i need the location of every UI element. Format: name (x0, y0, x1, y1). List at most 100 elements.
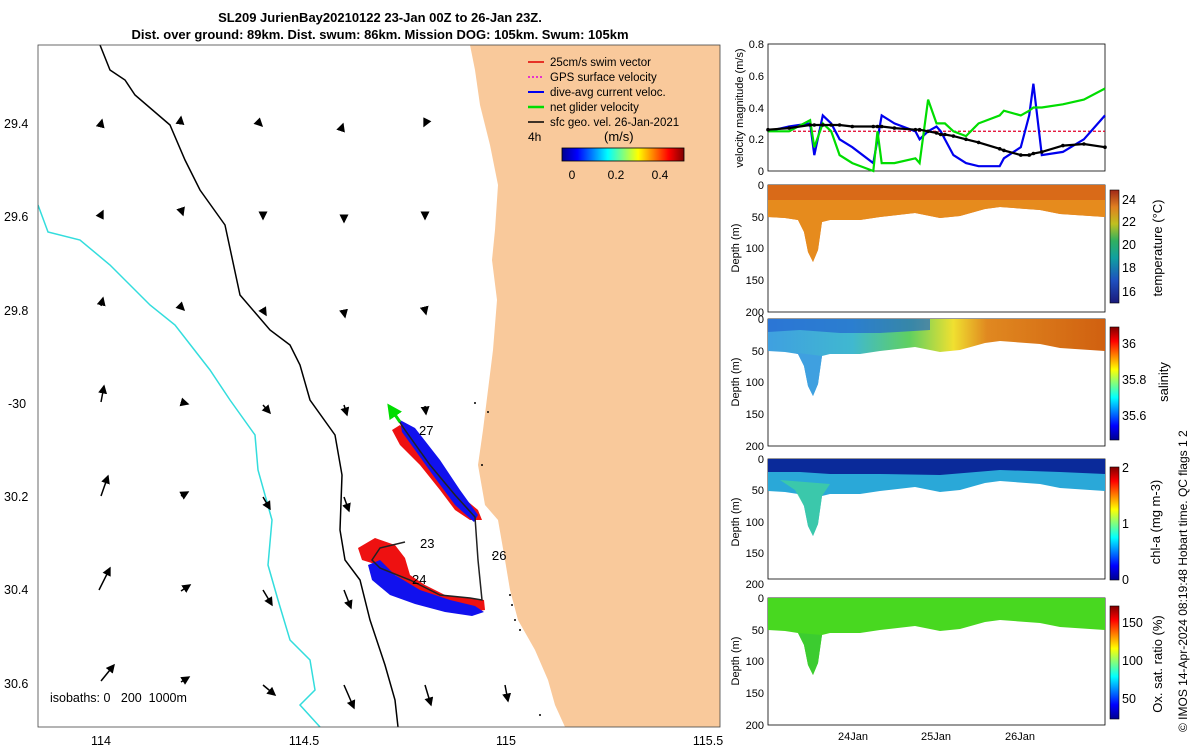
temp-ctick-18: 18 (1122, 261, 1136, 275)
ox-ylabel: Depth (m) (730, 637, 742, 686)
imos-credit-line: © IMOS 14-Apr-2024 08:19:48 Hobart time.… (1176, 430, 1190, 732)
oxygen-colorbar (1109, 605, 1120, 720)
xtick-25jan: 25Jan (921, 731, 951, 743)
dive-avg-current-field (400, 420, 478, 522)
vel-ytick-0: 0 (758, 166, 764, 178)
sfc-geo-velocity-point (926, 129, 930, 134)
ox-ctick-50: 50 (1122, 692, 1136, 706)
chl-ytick-0: 0 (758, 454, 764, 466)
vel-ytick-0.8: 0.8 (749, 39, 764, 51)
sfc-geo-velocity-point (837, 123, 842, 127)
colorbar-tick-0: 0 (569, 168, 576, 182)
salinity-colorbar (1109, 326, 1120, 441)
legend-net-glider-velocity: net glider velocity (550, 102, 639, 114)
ox-ytick-200: 200 (746, 720, 764, 732)
sfc-geo-velocity-point (875, 124, 880, 129)
vel-ytick-0.6: 0.6 (749, 71, 764, 83)
ox-ytick-0: 0 (758, 593, 764, 605)
sfc-geo-velocity-point (1103, 145, 1107, 149)
chl-ytick-200: 200 (746, 579, 764, 591)
sfc-geo-velocity-point (964, 137, 968, 142)
lat-tick-30.4: 30.4 (4, 583, 28, 597)
sfc-geo-velocity-point (850, 124, 855, 129)
oxygen-section-panel: 150 100 50 Ox. sat. ratio (%) 0 50 100 1… (730, 593, 1165, 743)
colorbar-tick-0.2: 0.2 (608, 168, 625, 182)
chl-ctick-1: 1 (1122, 517, 1129, 531)
isobath-1000m (38, 204, 321, 727)
lat-tick-30.2: 30.2 (4, 490, 28, 504)
glider-track (371, 407, 483, 601)
figure-title-line2: Dist. over ground: 89km. Dist. swum: 86k… (131, 27, 629, 42)
sfc-geo-velocity-point (1027, 153, 1031, 157)
ox-clabel: Ox. sat. ratio (%) (1150, 615, 1165, 713)
ox-ytick-50: 50 (752, 625, 764, 637)
legend-gps-velocity: GPS surface velocity (550, 72, 657, 84)
sfc-geo-velocity-point (976, 140, 981, 145)
sfc-geo-velocity-point (938, 132, 943, 137)
sfc-geo-velocity-point (871, 124, 876, 129)
temp-ctick-16: 16 (1122, 285, 1136, 299)
sfc-geo-velocity-point (1061, 143, 1065, 148)
temp-ctick-22: 22 (1122, 215, 1136, 229)
temp-ytick-50: 50 (752, 212, 764, 224)
figure-title-line1: SL209 JurienBay20210122 23-Jan 00Z to 26… (218, 10, 542, 25)
sfc-geo-velocity-point (892, 126, 897, 130)
map-panel: 27 23 26 24 25cm/s swim vector GPS surfa… (38, 45, 720, 727)
dive-avg-current-field-south (368, 560, 484, 616)
chl-a-colorbar (1109, 466, 1120, 581)
day-label-26: 26 (492, 548, 506, 563)
map-legend: 25cm/s swim vector GPS surface velocity … (528, 57, 679, 129)
chl-ctick-2: 2 (1122, 461, 1129, 475)
map-axis-labels: 29.4 29.6 29.8 -30 30.2 30.4 30.6 114 11… (4, 117, 723, 748)
velocity-magnitude-panel: 0 0.2 0.4 0.6 0.8 velocity magnitude (m/… (734, 39, 1107, 178)
temp-ctick-20: 20 (1122, 238, 1136, 252)
salinity-section-panel: 36 35.8 35.6 salinity 0 50 100 150 200 D… (730, 314, 1171, 453)
lon-tick-114: 114 (91, 734, 111, 748)
sfc-geo-velocity-point (1019, 153, 1023, 157)
oxygen-section (768, 598, 1105, 675)
sal-ctick-35.8: 35.8 (1122, 373, 1146, 387)
temp-ylabel: Depth (m) (730, 224, 742, 273)
land-area (470, 45, 720, 727)
temp-ytick-0: 0 (758, 180, 764, 192)
lat-tick-29.8: 29.8 (4, 304, 28, 318)
sal-ytick-50: 50 (752, 346, 764, 358)
sfc-geo-velocity-point (1040, 150, 1044, 154)
ox-ctick-100: 100 (1122, 654, 1143, 668)
sfc-geo-velocity-point (766, 127, 770, 132)
sfc-geo-velocity-point (917, 127, 922, 132)
temp-clabel: temperature (°C) (1150, 200, 1165, 297)
day-label-24: 24 (412, 572, 426, 587)
lat-tick-29.6: 29.6 (4, 210, 28, 224)
sfc-geo-velocity-point (812, 123, 817, 127)
ox-ytick-100: 100 (746, 656, 764, 668)
colorbar-title: (m/s) (604, 129, 634, 144)
islets (474, 402, 541, 716)
sfc-geo-velocity-point (913, 127, 918, 132)
chl-ytick-50: 50 (752, 485, 764, 497)
sal-ctick-36: 36 (1122, 337, 1136, 351)
time-label: 4h (528, 130, 541, 144)
sfc-geo-velocity-point (934, 131, 939, 135)
legend-dive-avg-current: dive-avg current veloc. (550, 87, 666, 99)
day-label-23: 23 (420, 536, 434, 551)
isobaths-label: isobaths: 0 200 1000m (50, 691, 187, 705)
sfc-geo-velocity-point (943, 132, 947, 137)
sal-ytick-100: 100 (746, 377, 764, 389)
sfc-geo-velocity-point (1002, 148, 1006, 153)
lon-tick-115.5: 115.5 (693, 734, 723, 748)
legend-swim-vector: 25cm/s swim vector (550, 57, 651, 69)
salinity-section (768, 319, 1105, 396)
temp-ytick-100: 100 (746, 243, 764, 255)
temperature-section-panel: 24 22 20 18 16 temperature (°C) 0 50 100… (730, 180, 1165, 319)
chl-ytick-150: 150 (746, 548, 764, 560)
lon-tick-114.5: 114.5 (289, 734, 319, 748)
vel-ytick-0.4: 0.4 (749, 103, 764, 115)
sfc-geo-velocity-point (787, 126, 791, 130)
sfc-geo-velocity-point (829, 123, 833, 127)
sfc-geo-velocity-point (1082, 142, 1086, 146)
chl-ylabel: Depth (m) (730, 498, 742, 547)
temp-ytick-200: 200 (746, 307, 764, 319)
sal-clabel: salinity (1156, 362, 1171, 402)
